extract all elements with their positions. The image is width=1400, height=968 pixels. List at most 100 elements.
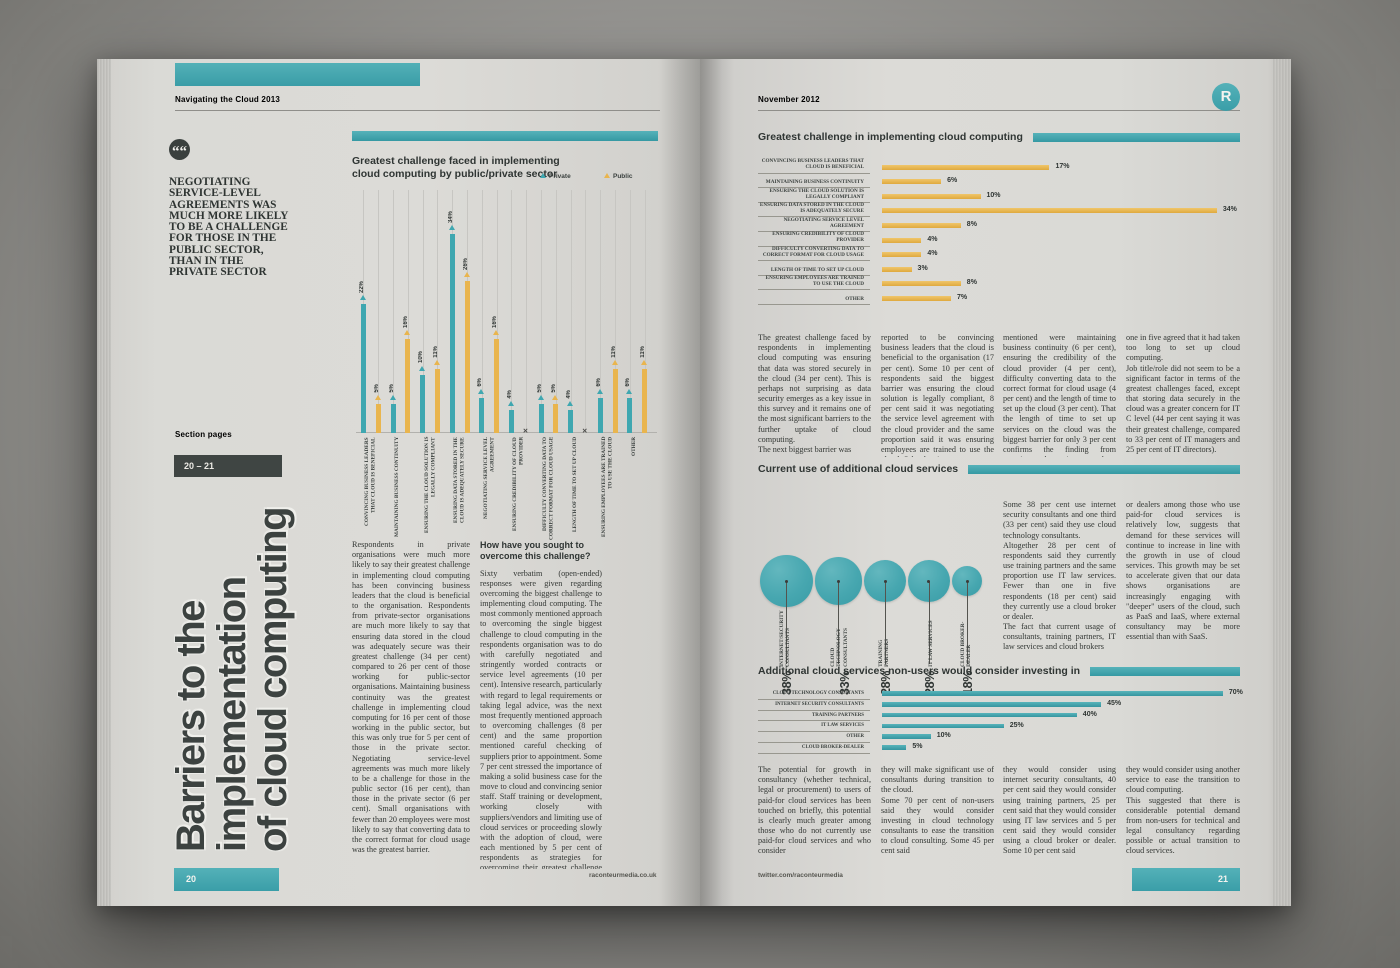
- s1-col-3: mentioned were maintaining business cont…: [1003, 333, 1116, 457]
- bubble-label: 33%CLOUD TECHNOLOGY CONSULTANTS: [830, 617, 854, 695]
- section3-accent-bar: [1090, 666, 1240, 676]
- bar: [360, 304, 366, 433]
- bar-value-label: 4%: [507, 389, 513, 399]
- bar-marker-icon: [419, 365, 426, 371]
- section-pages-label: Section pages: [175, 430, 232, 439]
- s2-col-1: Some 38 per cent use internet security c…: [1003, 500, 1116, 652]
- missing-value-marker: ✕: [522, 428, 529, 435]
- leader-line: [967, 581, 969, 664]
- gridline: [555, 190, 557, 433]
- chart-row: NEGOTIATING SERVICE LEVEL AGREEMENT 8%: [758, 217, 1240, 232]
- row-label: CLOUD BROKER-DEALER: [758, 743, 870, 754]
- gridline: [511, 190, 513, 433]
- raconteur-logo-icon: R: [1212, 83, 1240, 111]
- bar-value-label: 8%: [966, 279, 977, 287]
- overall-challenge-chart: CONVINCING BUSINESS LEADERS THAT CLOUD I…: [758, 158, 1240, 307]
- chart-row: CONVINCING BUSINESS LEADERS THAT CLOUD I…: [758, 158, 1240, 174]
- gridline: [615, 190, 616, 433]
- bar: [375, 403, 381, 433]
- bar: [882, 237, 922, 243]
- row-label: LENGTH OF TIME TO SET UP CLOUD: [758, 261, 870, 276]
- bar-value-label: 4%: [566, 389, 573, 399]
- bar: [882, 252, 922, 258]
- chart-accent-bar: [352, 131, 658, 141]
- row-label: ENSURING THE CLOUD SOLUTION IS LEGALLY C…: [758, 188, 870, 203]
- bar-marker-icon: [537, 394, 544, 400]
- bar: [882, 281, 961, 287]
- bar-value-label: 25%: [1009, 721, 1024, 729]
- row-label: CONVINCING BUSINESS LEADERS THAT CLOUD I…: [758, 158, 870, 174]
- section1-title: Greatest challenge in implementing cloud…: [758, 131, 1023, 143]
- row-label: ENSURING EMPLOYEES ARE TRAINED TO USE TH…: [758, 275, 870, 291]
- issue-title: Navigating the Cloud 2013: [175, 95, 281, 104]
- gridline: [422, 190, 424, 433]
- gridline: [526, 190, 528, 433]
- row-label: MAINTAINING BUSINESS CONTINUITY: [758, 174, 870, 189]
- bubble-category: CLOUD BROKER-DEALER: [959, 621, 973, 667]
- bar-value-label: 11%: [433, 345, 439, 358]
- leader-line: [786, 581, 788, 664]
- gridline: [407, 190, 409, 433]
- chart-row: TRAINING PARTNERS 40%: [758, 711, 1240, 722]
- bar: [882, 745, 907, 750]
- bubble-category: CLOUD TECHNOLOGY CONSULTANTS: [830, 628, 850, 667]
- bar-marker-icon: [374, 394, 381, 400]
- bar-marker-icon: [448, 225, 455, 231]
- bar-marker-icon: [611, 359, 618, 365]
- left-spine-shadow: [660, 59, 700, 906]
- chart-row: IT LAW SERVICES 25%: [758, 721, 1240, 733]
- bar-value-label: 17%: [1055, 162, 1070, 170]
- leader-dot-icon: [965, 579, 969, 583]
- bar: [508, 409, 514, 433]
- bar-value-label: 4%: [927, 250, 938, 258]
- bubble-category: INTERNET/SECURITY CONSULTANTS: [778, 610, 792, 667]
- chart-row: ENSURING DATA STORED IN THE CLOUD IS ADE…: [758, 202, 1240, 218]
- leader-dot-icon: [836, 579, 840, 583]
- leader-dot-icon: [883, 579, 887, 583]
- bar: [882, 691, 1223, 696]
- bar-value-label: 6%: [625, 378, 632, 387]
- s1-col-4: one in five agreed that it had taken too…: [1126, 333, 1240, 454]
- overcome-heading: How have you sought to overcome this cha…: [480, 540, 591, 562]
- gridline: [378, 190, 380, 433]
- bar: [568, 409, 574, 433]
- gridline: [629, 190, 631, 433]
- bar-value-label: 22%: [359, 281, 365, 294]
- chart-row: ENSURING EMPLOYEES ARE TRAINED TO USE TH…: [758, 275, 1240, 291]
- category-label: OTHER: [630, 437, 637, 457]
- bar: [405, 339, 411, 433]
- private-triangle-icon: [540, 173, 546, 178]
- left-page: Navigating the Cloud 2013 ““ Negotiating…: [97, 59, 700, 906]
- chart-row: ENSURING CREDIBILITY OF CLOUD PROVIDER 4%: [758, 231, 1240, 247]
- bar-value-label: 5%: [373, 384, 380, 393]
- bar: [449, 234, 455, 433]
- row-label: ENSURING DATA STORED IN THE CLOUD IS ADE…: [758, 202, 870, 218]
- chart-row: OTHER 7%: [758, 290, 1240, 305]
- header-rule-right: [758, 110, 1240, 111]
- bar: [538, 403, 544, 433]
- gridline: [496, 190, 498, 433]
- bar-marker-icon: [433, 359, 440, 365]
- bar-value-label: 5%: [912, 743, 923, 751]
- gridline: [481, 190, 483, 433]
- section-pages-box: 20 – 21: [174, 455, 282, 477]
- bar-value-label: 3%: [917, 264, 928, 272]
- bar-value-label: 34%: [1222, 206, 1237, 214]
- row-label: OTHER: [758, 732, 870, 743]
- bar-value-label: 5%: [536, 384, 543, 393]
- bar-value-label: 26%: [462, 257, 469, 270]
- bar-value-label: 7%: [956, 293, 968, 301]
- quote-icon: ““: [169, 139, 190, 160]
- bar: [553, 403, 559, 433]
- row-label: TRAINING PARTNERS: [758, 711, 870, 722]
- s3-col-3: they would consider using internet secur…: [1003, 765, 1116, 856]
- bar-value-label: 11%: [640, 345, 647, 358]
- leader-line: [838, 581, 840, 664]
- bar-marker-icon: [641, 359, 648, 365]
- bar: [882, 702, 1102, 707]
- category-label: ENSURING THE CLOUD SOLUTION IS LEGALLY C…: [423, 437, 437, 534]
- chart-row: LENGTH OF TIME TO SET UP CLOUD 3%: [758, 261, 1240, 276]
- chart-row: INTERNET SECURITY CONSULTANTS 45%: [758, 700, 1240, 711]
- magazine-spread: Navigating the Cloud 2013 ““ Negotiating…: [97, 59, 1291, 906]
